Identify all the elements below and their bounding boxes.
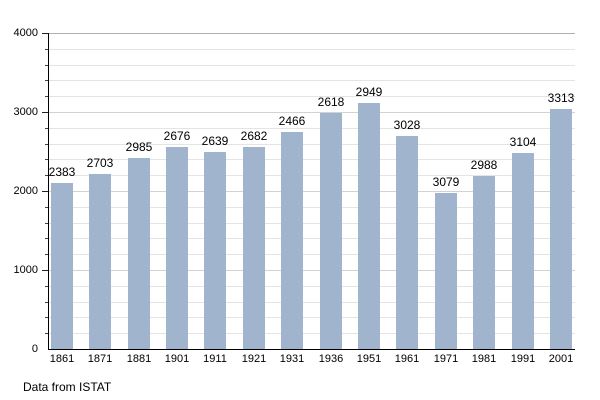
y-axis-tick-minor — [45, 254, 48, 255]
x-axis-tick-label: 1971 — [433, 353, 459, 365]
bar-value-label: 2703 — [86, 156, 114, 170]
chart-caption: Data from ISTAT — [23, 380, 112, 394]
y-axis-tick-major — [42, 33, 48, 34]
gridline-minor — [48, 317, 575, 318]
y-axis-tick-label: 1000 — [13, 264, 38, 276]
gridline-minor — [48, 238, 575, 239]
bar-1936 — [320, 113, 342, 349]
gridline-major — [48, 191, 575, 192]
bar-2001 — [550, 109, 572, 349]
bar-value-label: 2988 — [470, 158, 498, 172]
bar-value-label: 2639 — [201, 134, 229, 148]
y-axis-tick-minor — [45, 65, 48, 66]
x-axis-tick-label: 2001 — [548, 353, 574, 365]
y-axis-tick-minor — [45, 128, 48, 129]
x-axis-tick-label: 1936 — [318, 353, 344, 365]
x-axis-tick-label: 1981 — [471, 353, 497, 365]
x-axis-tick-label: 1871 — [87, 353, 113, 365]
gridline-minor — [48, 207, 575, 208]
bar-value-label: 2618 — [317, 95, 345, 109]
bar-1881 — [128, 158, 150, 349]
x-axis-tick-label: 1991 — [510, 353, 536, 365]
bar-1931 — [281, 132, 303, 349]
y-axis-tick-minor — [45, 223, 48, 224]
bar-value-label: 2949 — [355, 85, 383, 99]
bar-1981 — [473, 176, 495, 349]
x-axis-tick-label: 1961 — [394, 353, 420, 365]
y-axis-tick-minor — [45, 80, 48, 81]
x-axis-tick-label: 1931 — [279, 353, 305, 365]
x-axis-line — [48, 349, 575, 350]
bar-1991 — [512, 153, 534, 349]
x-axis-tick-label: 1951 — [356, 353, 382, 365]
y-axis-tick-major — [42, 112, 48, 113]
gridline-minor — [48, 96, 575, 97]
bar-value-label: 2682 — [240, 129, 268, 143]
gridline-minor — [48, 144, 575, 145]
bar-1951 — [358, 103, 380, 349]
x-axis-tick-label: 1861 — [49, 353, 75, 365]
bar-value-label: 2985 — [125, 140, 153, 154]
x-axis-tick-label: 1911 — [203, 353, 227, 365]
y-axis-tick-label: 3000 — [13, 106, 38, 118]
bar-value-label: 2466 — [278, 114, 306, 128]
y-axis-tick-minor — [45, 159, 48, 160]
gridline-minor — [48, 65, 575, 66]
gridline-minor — [48, 159, 575, 160]
y-axis-tick-minor — [45, 238, 48, 239]
y-axis-tick-label: 4000 — [13, 27, 38, 39]
y-axis-tick-major — [42, 191, 48, 192]
gridline-minor — [48, 302, 575, 303]
y-axis-tick-minor — [45, 144, 48, 145]
y-axis-tick-minor — [45, 49, 48, 50]
y-axis-tick-label: 0 — [31, 343, 38, 355]
y-axis-tick-minor — [45, 96, 48, 97]
y-axis-tick-minor — [45, 317, 48, 318]
bar-value-label: 3079 — [432, 175, 460, 189]
bar-value-label: 2676 — [163, 129, 191, 143]
gridline-minor — [48, 175, 575, 176]
bar-1921 — [243, 147, 265, 349]
y-axis-tick-minor — [45, 207, 48, 208]
gridline-minor — [48, 286, 575, 287]
x-axis-tick-label: 1921 — [241, 353, 267, 365]
gridline-minor — [48, 333, 575, 334]
bar-value-label: 2383 — [48, 165, 76, 179]
bar-1901 — [166, 147, 188, 349]
bar-1871 — [89, 174, 111, 349]
bar-value-label: 3104 — [509, 135, 537, 149]
gridline-minor — [48, 49, 575, 50]
bar-value-label: 3313 — [547, 91, 575, 105]
gridline-minor — [48, 80, 575, 81]
x-axis-tick-label: 1881 — [126, 353, 152, 365]
bar-1971 — [435, 193, 457, 349]
y-axis-tick-minor — [45, 333, 48, 334]
y-axis-tick-major — [42, 270, 48, 271]
y-axis-tick-minor — [45, 286, 48, 287]
y-axis-tick-minor — [45, 175, 48, 176]
bar-1911 — [204, 152, 226, 349]
gridline-minor — [48, 254, 575, 255]
gridline-minor — [48, 128, 575, 129]
gridline-minor — [48, 223, 575, 224]
y-axis-tick-label: 2000 — [13, 185, 38, 197]
y-axis-line — [48, 33, 49, 349]
gridline-major — [48, 112, 575, 113]
x-axis-tick-label: 1901 — [164, 353, 190, 365]
gridline-major — [48, 33, 575, 34]
bar-1861 — [51, 183, 73, 349]
gridline-major — [48, 270, 575, 271]
bar-1961 — [396, 136, 418, 349]
y-axis-tick-minor — [45, 302, 48, 303]
bar-value-label: 3028 — [393, 118, 421, 132]
